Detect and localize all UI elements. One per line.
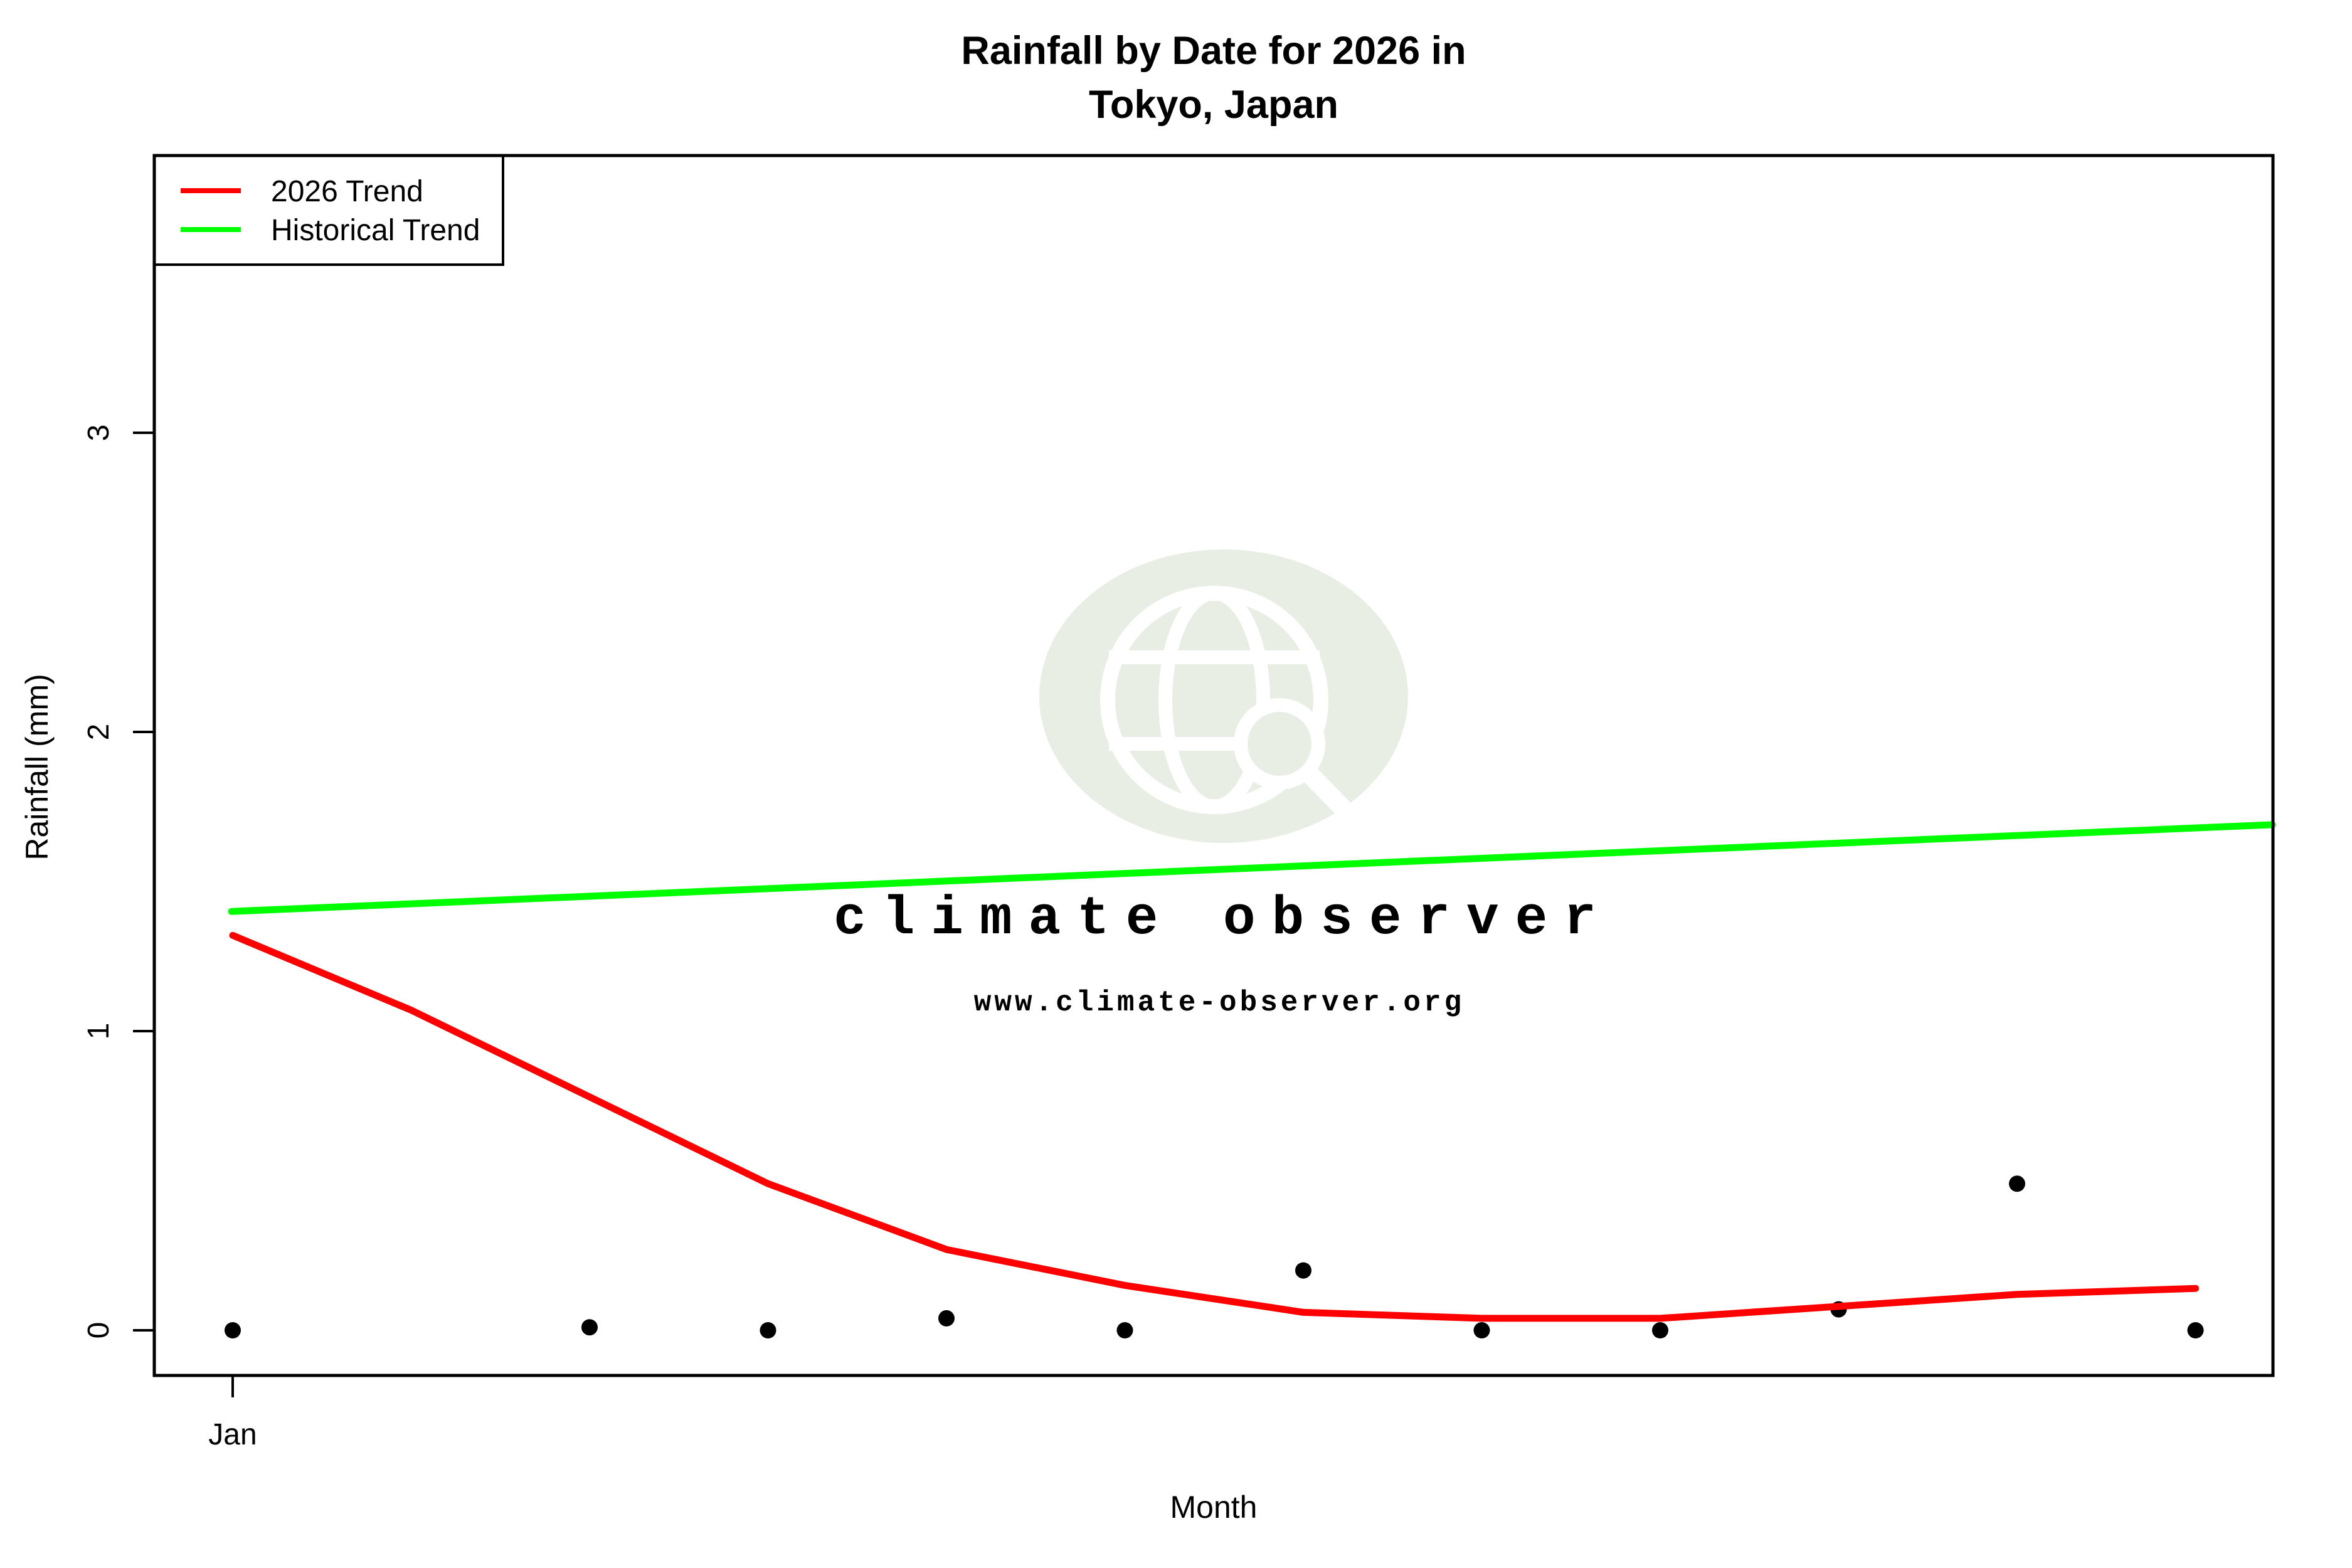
legend-label-historical-trend: Historical Trend — [271, 214, 480, 247]
y-tick-label-0: 0 — [82, 1322, 115, 1339]
magnifier-handle — [1300, 765, 1359, 825]
globe-magnifier-icon — [1039, 549, 1408, 843]
labels: Rainfall by Date for 2026 in Tokyo, Japa… — [19, 29, 1466, 1525]
y-tick-label-1: 1 — [82, 1023, 115, 1040]
data-point-jan — [225, 1322, 241, 1338]
trend-line-historical — [228, 821, 2276, 915]
watermark: climate observer www.climate-observer.or… — [834, 549, 1613, 1019]
data-point-dec — [2187, 1322, 2204, 1338]
magnifier-lens — [1234, 698, 1325, 790]
legend: 2026 Trend Historical Trend — [153, 154, 504, 266]
data-point-aug — [1473, 1322, 1490, 1338]
data-point-jun — [1116, 1322, 1133, 1338]
plot-border — [152, 154, 2275, 1377]
legend-label-2026-trend: 2026 Trend — [271, 175, 423, 208]
trend-line-2026 — [229, 931, 2199, 1322]
watermark-brand-text: climate observer — [834, 888, 1613, 950]
y-axis-label: Rainfall (mm) — [19, 674, 55, 860]
y-tick-label-2: 2 — [82, 724, 115, 741]
data-point-jul — [1295, 1262, 1311, 1279]
x-axis-label: Month — [1170, 1490, 1258, 1525]
axes-frame — [133, 154, 2275, 1397]
data-point-sep — [1652, 1322, 1668, 1338]
chart-title-line2: Tokyo, Japan — [1089, 83, 1338, 127]
chart-title-line1: Rainfall by Date for 2026 in — [961, 29, 1466, 73]
legend-box — [153, 154, 504, 266]
globe-meridian — [1158, 586, 1270, 813]
watermark-url-text: www.climate-observer.org — [974, 987, 1465, 1019]
data-point-may — [938, 1310, 955, 1327]
data-point-nov — [2009, 1175, 2025, 1192]
data-point-mar — [581, 1319, 598, 1336]
y-tick-label-3: 3 — [82, 425, 115, 442]
data-layer — [225, 821, 2276, 1338]
x-tick-label-jan: Jan — [208, 1418, 257, 1451]
data-point-apr — [760, 1322, 776, 1338]
